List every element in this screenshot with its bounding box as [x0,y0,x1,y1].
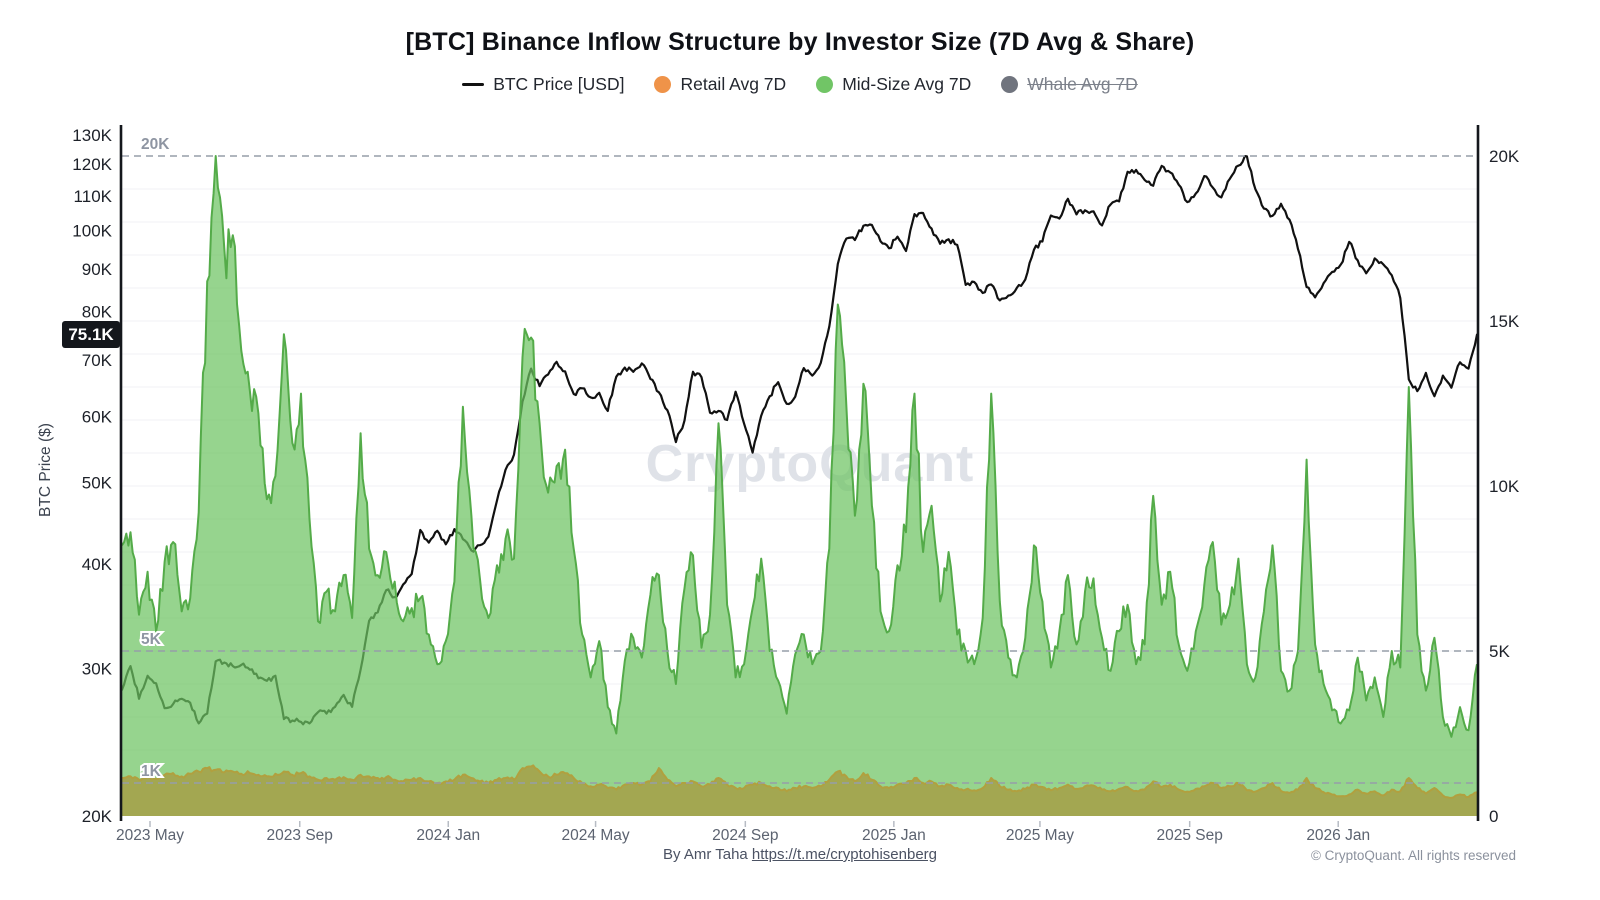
legend-label: BTC Price [USD] [493,74,625,94]
y-left-tick: 20K [82,807,113,826]
legend: BTC Price [USD] Retail Avg 7D Mid-Size A… [0,74,1600,95]
watermark: CryptoQuant [646,435,975,493]
midsize-line [121,155,1478,738]
y-left-tick: 70K [82,351,113,370]
y-right-tick: 0 [1489,807,1498,826]
x-tick-label: 2024 Sep [712,827,778,844]
last-price-badge: 75.1K [62,321,120,348]
x-tick-label: 2025 May [1006,827,1074,844]
x-tick-label: 2026 Jan [1306,827,1370,844]
y-left-tick: 30K [82,659,113,678]
footer-link[interactable]: https://t.me/cryptohisenberg [751,846,938,863]
y-right-tick: 20K [1489,147,1520,166]
gridline-label: 5K [141,631,162,648]
chart-title: [BTC] Binance Inflow Structure by Invest… [405,28,1195,56]
y-right-tick: 15K [1489,312,1520,331]
legend-label: Whale Avg 7D [1027,74,1138,94]
y-right-tick: 10K [1489,477,1520,496]
y-left-tick: 40K [82,555,113,574]
line-swatch-icon [462,83,485,86]
retail-line [121,764,1478,799]
y-left-tick: 50K [82,474,113,493]
legend-label: Retail Avg 7D [680,74,787,94]
x-tick-label: 2023 Sep [267,827,333,844]
dot-swatch-icon [1001,76,1019,93]
x-tick-label: 2024 Jan [416,827,480,844]
legend-item-retail[interactable]: Retail Avg 7D [654,74,786,95]
legend-item-btc-price[interactable]: BTC Price [USD] [462,74,624,95]
y-left-tick: 60K [82,407,113,426]
copyright-text: © CryptoQuant. All rights reserved [1310,848,1516,863]
x-tick-label: 2025 Jan [862,827,926,844]
x-tick-label: 2024 May [562,827,630,844]
y-left-tick: 120K [72,155,112,174]
dot-swatch-icon [654,76,672,93]
footer-credit: By Amr Taha https://t.me/cryptohisenberg [0,846,1600,863]
legend-item-whale[interactable]: Whale Avg 7D [1001,74,1138,95]
y-left-tick: 110K [74,187,113,206]
gridline-label: 20K [141,136,170,153]
footer-by-text: By Amr Taha [662,846,752,863]
y-axis-title: BTC Price ($) [37,423,54,517]
x-tick-label: 2023 May [116,827,184,844]
y-right-tick: 5K [1489,642,1510,661]
x-tick-label: 2025 Sep [1156,827,1222,844]
y-left-tick: 130K [72,126,112,145]
y-left-tick: 80K [82,303,113,322]
y-left-tick: 90K [82,260,113,279]
gridline-label: 1K [141,763,162,780]
legend-label: Mid-Size Avg 7D [842,74,972,94]
legend-item-midsize[interactable]: Mid-Size Avg 7D [816,74,971,95]
dot-swatch-icon [816,76,834,93]
y-left-tick: 100K [72,221,112,240]
